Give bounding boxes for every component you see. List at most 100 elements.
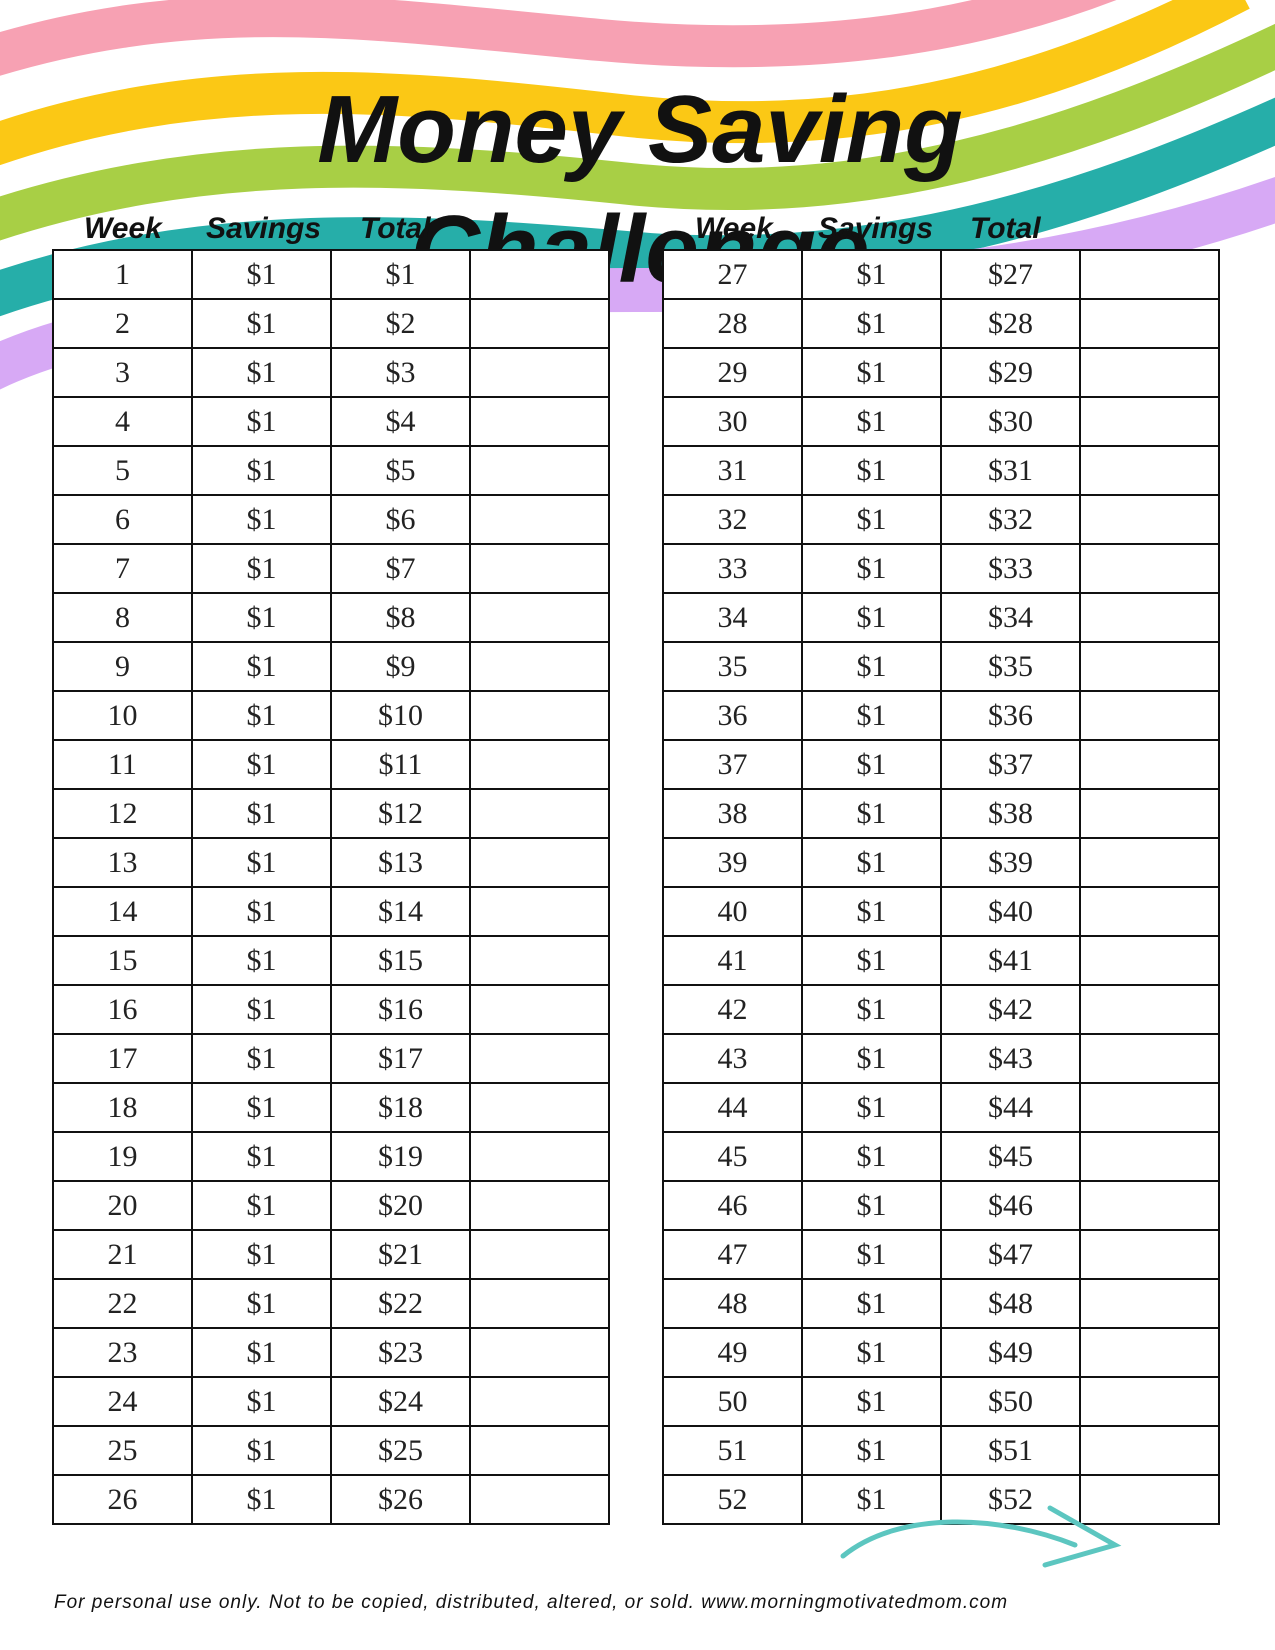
checkoff-cell[interactable] — [469, 690, 610, 741]
checkoff-cell[interactable] — [469, 396, 610, 447]
total-cell: $22 — [330, 1278, 471, 1329]
week-cell: 13 — [52, 837, 193, 888]
week-cell: 39 — [662, 837, 803, 888]
checkoff-cell[interactable] — [469, 494, 610, 545]
checkoff-cell[interactable] — [1079, 837, 1220, 888]
total-cell: $45 — [940, 1131, 1081, 1182]
table-row: 42 $1 $42 — [662, 984, 1220, 1035]
checkoff-cell[interactable] — [469, 592, 610, 643]
table-row: 18 $1 $18 — [52, 1082, 610, 1133]
table-row: 37 $1 $37 — [662, 739, 1220, 790]
week-cell: 12 — [52, 788, 193, 839]
table-row: 40 $1 $40 — [662, 886, 1220, 937]
checkoff-cell[interactable] — [1079, 641, 1220, 692]
table-row: 4 $1 $4 — [52, 396, 610, 447]
savings-cell: $1 — [801, 1082, 942, 1133]
savings-cell: $1 — [191, 396, 332, 447]
checkoff-cell[interactable] — [1079, 347, 1220, 398]
table-row: 35 $1 $35 — [662, 641, 1220, 692]
checkoff-cell[interactable] — [1079, 886, 1220, 937]
checkoff-cell[interactable] — [1079, 445, 1220, 496]
checkoff-cell[interactable] — [469, 886, 610, 937]
checkoff-cell[interactable] — [1079, 249, 1220, 300]
checkoff-cell[interactable] — [1079, 1327, 1220, 1378]
checkoff-cell[interactable] — [469, 543, 610, 594]
total-cell: $9 — [330, 641, 471, 692]
week-cell: 47 — [662, 1229, 803, 1280]
week-cell: 26 — [52, 1474, 193, 1525]
week-cell: 27 — [662, 249, 803, 300]
total-cell: $18 — [330, 1082, 471, 1133]
total-cell: $48 — [940, 1278, 1081, 1329]
checkoff-cell[interactable] — [469, 1131, 610, 1182]
checkoff-cell[interactable] — [1079, 935, 1220, 986]
checkoff-cell[interactable] — [1079, 1033, 1220, 1084]
total-cell: $24 — [330, 1376, 471, 1427]
checkoff-cell[interactable] — [1079, 984, 1220, 1035]
table-row: 48 $1 $48 — [662, 1278, 1220, 1329]
checkoff-cell[interactable] — [469, 249, 610, 300]
checkoff-cell[interactable] — [469, 1376, 610, 1427]
total-cell: $28 — [940, 298, 1081, 349]
savings-cell: $1 — [801, 396, 942, 447]
week-cell: 11 — [52, 739, 193, 790]
checkoff-cell[interactable] — [1079, 788, 1220, 839]
checkoff-cell[interactable] — [469, 347, 610, 398]
savings-cell: $1 — [191, 1425, 332, 1476]
checkoff-cell[interactable] — [469, 1180, 610, 1231]
right-header-savings: Savings — [818, 212, 934, 245]
total-cell: $14 — [330, 886, 471, 937]
checkoff-cell[interactable] — [1079, 1474, 1220, 1525]
total-cell: $21 — [330, 1229, 471, 1280]
checkoff-cell[interactable] — [1079, 543, 1220, 594]
checkoff-cell[interactable] — [469, 1082, 610, 1133]
savings-cell: $1 — [801, 1131, 942, 1182]
checkoff-cell[interactable] — [1079, 1229, 1220, 1280]
checkoff-cell[interactable] — [469, 837, 610, 888]
checkoff-cell[interactable] — [1079, 1180, 1220, 1231]
table-row: 41 $1 $41 — [662, 935, 1220, 986]
checkoff-cell[interactable] — [469, 984, 610, 1035]
right-header-total: Total — [970, 212, 1041, 245]
savings-cell: $1 — [191, 347, 332, 398]
checkoff-cell[interactable] — [469, 1229, 610, 1280]
checkoff-cell[interactable] — [469, 739, 610, 790]
checkoff-cell[interactable] — [1079, 592, 1220, 643]
total-cell: $33 — [940, 543, 1081, 594]
total-cell: $40 — [940, 886, 1081, 937]
checkoff-cell[interactable] — [469, 298, 610, 349]
week-cell: 43 — [662, 1033, 803, 1084]
checkoff-cell[interactable] — [1079, 1082, 1220, 1133]
checkoff-cell[interactable] — [469, 1033, 610, 1084]
table-row: 7 $1 $7 — [52, 543, 610, 594]
total-cell: $17 — [330, 1033, 471, 1084]
table-row: 31 $1 $31 — [662, 445, 1220, 496]
checkoff-cell[interactable] — [1079, 494, 1220, 545]
total-cell: $44 — [940, 1082, 1081, 1133]
total-cell: $1 — [330, 249, 471, 300]
savings-cell: $1 — [801, 886, 942, 937]
checkoff-cell[interactable] — [469, 1278, 610, 1329]
table-row: 13 $1 $13 — [52, 837, 610, 888]
checkoff-cell[interactable] — [469, 445, 610, 496]
stripe-yellow — [0, 0, 1250, 166]
checkoff-cell[interactable] — [469, 788, 610, 839]
checkoff-cell[interactable] — [1079, 396, 1220, 447]
checkoff-cell[interactable] — [469, 1425, 610, 1476]
checkoff-cell[interactable] — [469, 935, 610, 986]
checkoff-cell[interactable] — [469, 1327, 610, 1378]
savings-cell: $1 — [191, 543, 332, 594]
checkoff-cell[interactable] — [1079, 1278, 1220, 1329]
checkoff-cell[interactable] — [1079, 690, 1220, 741]
table-row: 11 $1 $11 — [52, 739, 610, 790]
checkoff-cell[interactable] — [1079, 1131, 1220, 1182]
checkoff-cell[interactable] — [1079, 1376, 1220, 1427]
checkoff-cell[interactable] — [1079, 1425, 1220, 1476]
checkoff-cell[interactable] — [1079, 739, 1220, 790]
savings-cell: $1 — [191, 445, 332, 496]
checkoff-cell[interactable] — [1079, 298, 1220, 349]
week-cell: 42 — [662, 984, 803, 1035]
savings-cell: $1 — [801, 837, 942, 888]
checkoff-cell[interactable] — [469, 1474, 610, 1525]
checkoff-cell[interactable] — [469, 641, 610, 692]
